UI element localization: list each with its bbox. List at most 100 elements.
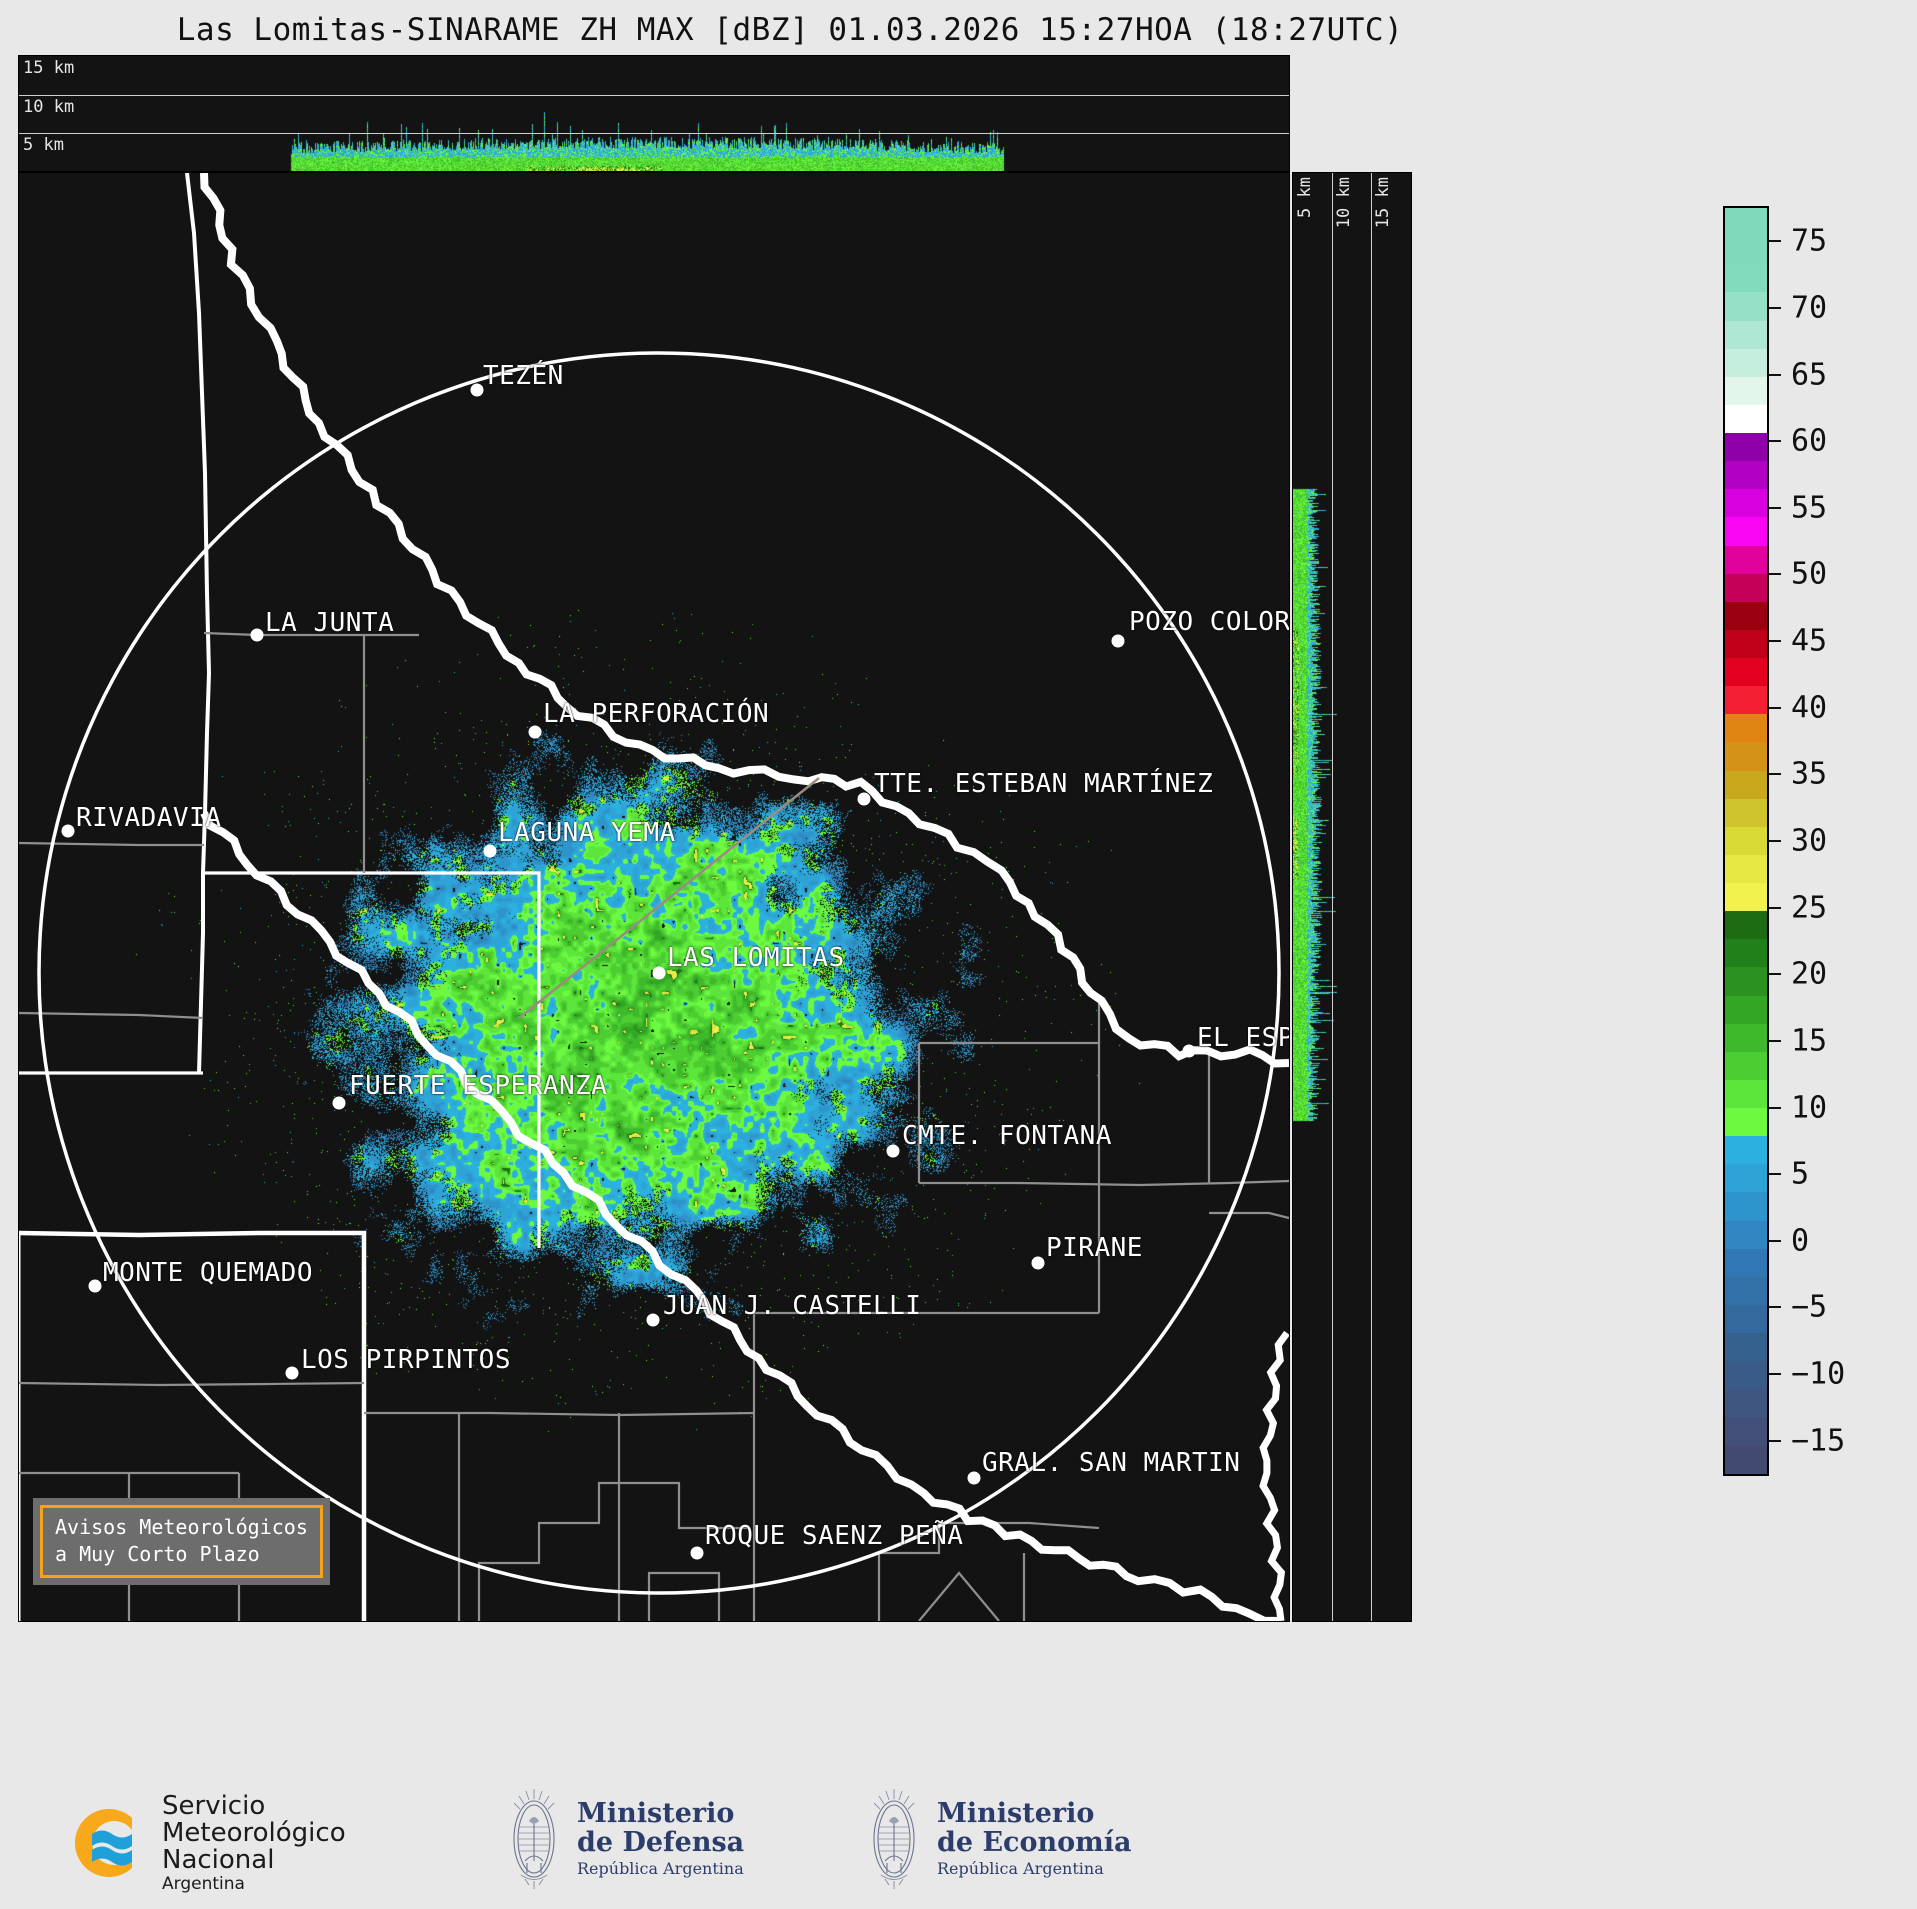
colorbar-tick-label: −5	[1791, 1289, 1828, 1325]
map-border-path	[364, 1411, 755, 1417]
economia-line-2: de Economía	[937, 1826, 1132, 1858]
city-label: ROQUE SAENZ PEÑA	[705, 1521, 964, 1551]
map-border-path	[200, 173, 1289, 1068]
radial-cut-line	[518, 777, 820, 1019]
smn-sub: Argentina	[162, 1874, 245, 1895]
gridline-10km	[19, 133, 1289, 134]
colorbar-step	[1725, 1333, 1767, 1362]
colorbar-step	[1725, 320, 1767, 349]
map-vector-layer	[19, 173, 1289, 1621]
map-border-path	[1209, 1211, 1289, 1220]
colorbar-tick-mark	[1769, 573, 1781, 576]
city-label: JUAN J. CASTELLI	[663, 1291, 922, 1321]
city-dot	[470, 383, 484, 397]
defensa-line-1: Ministerio	[577, 1797, 735, 1829]
colorbar-step	[1725, 629, 1767, 658]
city-label: CMTE. FONTANA	[902, 1121, 1112, 1151]
colorbar-step	[1725, 601, 1767, 630]
map-border-path	[647, 1571, 721, 1621]
logo-smn: Servicio Meteorológico Nacional Argentin…	[62, 1792, 346, 1895]
colorbar-step	[1725, 658, 1767, 687]
right-cross-section-panel: 5 km 10 km 15 km	[1292, 172, 1412, 1622]
footer-logos: Servicio Meteorológico Nacional Argentin…	[0, 1783, 1917, 1903]
city-dot	[1111, 634, 1125, 648]
map-border-path	[19, 1381, 365, 1387]
economia-line-1: Ministerio	[937, 1797, 1095, 1829]
colorbar-step	[1725, 376, 1767, 405]
map-border-path	[19, 841, 204, 847]
colorbar-tick-mark	[1769, 1106, 1781, 1109]
radar-echo-layer	[19, 173, 1289, 1621]
label-15km-vertical: 15 km	[1373, 177, 1393, 229]
city-label: PIRANE	[1046, 1233, 1143, 1263]
map-border-path	[877, 1521, 1100, 1621]
colorbar-step	[1725, 995, 1767, 1024]
colorbar-step	[1725, 545, 1767, 574]
colorbar-tick-label: 65	[1791, 357, 1828, 393]
city-label: FUERTE ESPERANZA	[349, 1071, 608, 1101]
city-dot	[250, 628, 264, 642]
map-border-path	[203, 631, 419, 637]
city-dot	[528, 725, 542, 739]
colorbar-tick-mark	[1769, 1173, 1781, 1176]
colorbar-step	[1725, 1276, 1767, 1305]
colorbar-step	[1725, 854, 1767, 883]
city-label: TTE. ESTEBAN MARTÍNEZ	[874, 769, 1214, 799]
gridline-10km-vertical	[1371, 173, 1372, 1621]
city-label: LAS LOMITAS	[667, 943, 845, 973]
city-dot	[88, 1279, 102, 1293]
map-border-path	[1259, 1330, 1289, 1621]
city-dot	[967, 1471, 981, 1485]
colorbar-step	[1725, 742, 1767, 771]
colorbar-step	[1725, 433, 1767, 462]
colorbar-step	[1725, 292, 1767, 321]
colorbar-step	[1725, 208, 1767, 237]
smn-logo-text: Servicio Meteorológico Nacional Argentin…	[162, 1792, 346, 1895]
colorbar-tick-mark	[1769, 840, 1781, 842]
map-border-path	[200, 811, 1282, 1621]
colorbar-step	[1725, 1164, 1767, 1193]
colorbar-tick-mark	[1769, 306, 1781, 309]
city-dot	[857, 792, 871, 806]
map-border-path	[203, 871, 541, 1248]
label-10km: 10 km	[23, 97, 75, 117]
economia-logo-text: Ministerio de Economía República Argenti…	[937, 1797, 1132, 1879]
economia-sub: República Argentina	[937, 1859, 1104, 1879]
colorbar-step	[1725, 461, 1767, 490]
colorbar-step	[1725, 1023, 1767, 1052]
map-border-path	[19, 1230, 367, 1621]
colorbar-tick-mark	[1769, 706, 1781, 709]
colorbar-step	[1725, 1304, 1767, 1333]
map-border-path	[185, 173, 212, 1074]
colorbar-step	[1725, 517, 1767, 546]
label-15km: 15 km	[23, 58, 75, 78]
radar-plan-view-panel[interactable]: TEZÉN LA JUNTA POZO COLORADO LA PERFORACIÓN…	[18, 172, 1290, 1622]
smn-line-3: Nacional	[162, 1845, 275, 1876]
colorbar-tick-mark	[1769, 773, 1781, 776]
colorbar-step	[1725, 714, 1767, 743]
avisos-banner[interactable]: Avisos Meteorológicos a Muy Corto Plazo	[33, 1498, 330, 1585]
colorbar-tick-label: 70	[1791, 290, 1828, 326]
colorbar-step	[1725, 798, 1767, 827]
colorbar-tick-label: −10	[1791, 1356, 1846, 1392]
page-title: Las Lomitas-SINARAME ZH MAX [dBZ] 01.03.…	[176, 12, 1404, 48]
colorbar-tick-label: 35	[1791, 756, 1828, 792]
colorbar-tick-label: 15	[1791, 1023, 1828, 1059]
colorbar-step	[1725, 489, 1767, 518]
colorbar-gradient	[1723, 206, 1769, 1476]
colorbar-tick-mark	[1769, 240, 1781, 243]
defensa-logo-text: Ministerio de Defensa República Argentin…	[577, 1797, 744, 1878]
province-borders	[19, 173, 541, 1621]
city-label: LOS PIRPINTOS	[301, 1345, 511, 1375]
colorbar-step	[1725, 348, 1767, 377]
city-label: MONTE QUEMADO	[103, 1258, 313, 1288]
colorbar-tick-mark	[1769, 640, 1781, 643]
city-label: LA PERFORACIÓN	[543, 699, 770, 729]
city-label: POZO COLORADO	[1129, 607, 1290, 637]
map-border-path	[919, 1179, 1289, 1187]
river-lines	[200, 173, 1289, 1621]
top-cross-section-panel: 15 km 10 km 5 km	[18, 55, 1290, 172]
colorbar-step	[1725, 1051, 1767, 1080]
city-label: LA JUNTA	[265, 608, 395, 638]
smn-line-2: Meteorológico	[162, 1818, 346, 1849]
